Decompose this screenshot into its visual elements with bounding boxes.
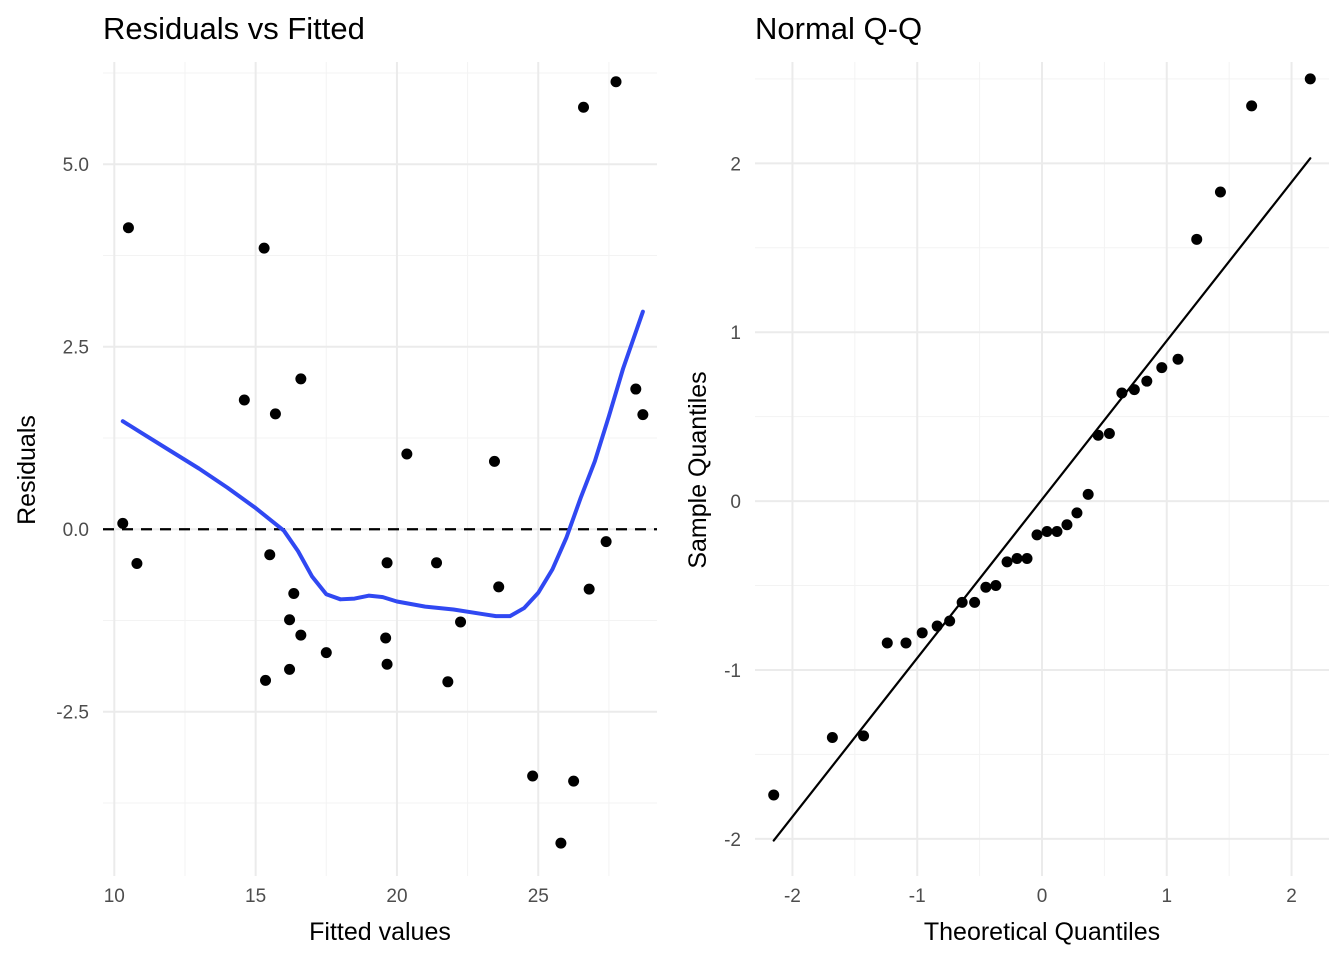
x-tick-label: 10 [104, 886, 125, 907]
data-point [295, 373, 307, 385]
data-point [858, 730, 870, 742]
data-point [117, 517, 129, 529]
x-axis-label: Theoretical Quantiles [924, 918, 1160, 946]
y-tick-label: 2 [730, 154, 741, 175]
data-point [1214, 186, 1226, 198]
y-axis-label: Residuals [13, 415, 41, 525]
grid [755, 62, 1329, 876]
data-point [1172, 353, 1184, 365]
data-point [568, 775, 580, 787]
y-axis-label: Sample Quantiles [684, 371, 712, 568]
data-point [1071, 507, 1083, 519]
data-point [381, 658, 393, 670]
data-point [1128, 384, 1140, 396]
y-tick-label: -1 [724, 661, 741, 682]
smooth-trend-line [120, 309, 645, 619]
data-point [1246, 100, 1258, 112]
y-tick-label: -2.5 [56, 703, 89, 724]
data-point [1141, 375, 1153, 387]
data-point [131, 558, 143, 570]
data-point [578, 101, 590, 113]
data-point [1156, 362, 1168, 374]
data-point [1041, 525, 1053, 537]
data-point [944, 615, 956, 627]
data-point [956, 596, 968, 608]
data-point [1011, 553, 1023, 565]
data-point [630, 383, 642, 395]
data-point [401, 448, 413, 460]
data-point [1103, 428, 1115, 440]
panel-title: Residuals vs Fitted [103, 11, 365, 46]
data-point [258, 242, 270, 254]
data-point [1191, 233, 1203, 245]
data-point [826, 732, 838, 744]
data-point [260, 674, 272, 686]
x-tick-label: 2 [1286, 886, 1297, 907]
data-point [990, 580, 1002, 592]
normal-qq-panel: Normal Q-Q Theoretical Quantiles Sample … [684, 11, 1329, 946]
data-point [1051, 525, 1063, 537]
x-tick-label: -1 [909, 886, 926, 907]
data-point [238, 394, 250, 406]
data-point [488, 455, 500, 467]
y-tick-label: 5.0 [63, 155, 89, 176]
data-point [380, 632, 392, 644]
data-point [1116, 387, 1128, 399]
y-tick-label: 0 [730, 492, 741, 513]
y-tick-label: 0.0 [63, 520, 89, 541]
x-tick-label: 15 [245, 886, 266, 907]
x-axis-label: Fitted values [309, 918, 451, 946]
data-point [381, 557, 393, 569]
data-point [881, 637, 893, 649]
data-point [610, 76, 622, 88]
data-point [931, 620, 943, 632]
residuals-vs-fitted-panel: Residuals vs Fitted Fitted values Residu… [13, 11, 657, 946]
data-point [284, 614, 296, 626]
data-point [264, 549, 276, 561]
data-point [916, 627, 928, 639]
data-point [269, 408, 281, 420]
data-point [555, 837, 567, 849]
data-point [600, 536, 612, 548]
data-point [1304, 73, 1316, 85]
data-point [295, 629, 307, 641]
data-point [969, 596, 981, 608]
data-point [442, 676, 454, 688]
data-point [527, 770, 539, 782]
data-point [122, 222, 134, 234]
data-point [980, 581, 992, 593]
data-point [320, 647, 332, 659]
data-point [1061, 519, 1073, 531]
data-point [1092, 429, 1104, 441]
panel-title: Normal Q-Q [755, 11, 922, 46]
data-point [768, 789, 780, 801]
x-tick-label: 25 [528, 886, 549, 907]
y-tick-label: 1 [730, 323, 741, 344]
x-tick-label: 1 [1161, 886, 1172, 907]
data-point [284, 663, 296, 675]
qq-reference-line [772, 157, 1312, 842]
y-tick-label: -2 [724, 830, 741, 851]
x-tick-label: 0 [1037, 886, 1048, 907]
data-point [288, 587, 300, 599]
data-point [1021, 553, 1033, 565]
data-point [455, 616, 467, 628]
data-point [431, 557, 443, 569]
data-point [1082, 488, 1094, 500]
data-point [583, 583, 595, 595]
x-tick-label: 20 [386, 886, 407, 907]
grid [103, 62, 657, 876]
data-point [637, 409, 649, 421]
data-point [1001, 556, 1013, 568]
y-tick-label: 2.5 [63, 338, 89, 359]
x-tick-label: -2 [784, 886, 801, 907]
data-point [1031, 529, 1043, 541]
data-point [493, 581, 505, 593]
data-point [900, 637, 912, 649]
